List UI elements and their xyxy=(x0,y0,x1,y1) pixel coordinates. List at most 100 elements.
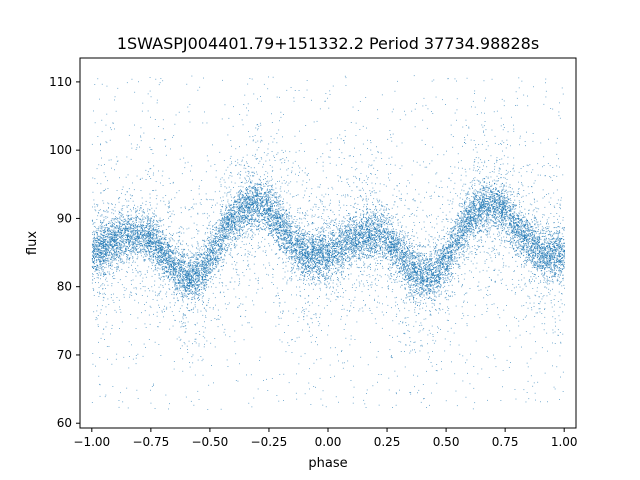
data-point xyxy=(330,257,332,259)
data-point xyxy=(523,246,525,247)
data-point xyxy=(149,233,151,235)
data-point xyxy=(346,242,347,244)
data-point xyxy=(114,242,116,243)
data-point xyxy=(182,281,184,283)
data-point xyxy=(136,210,138,212)
data-point xyxy=(187,272,189,274)
data-point xyxy=(438,259,440,261)
data-point xyxy=(405,279,407,281)
data-point xyxy=(315,250,316,252)
data-point xyxy=(413,255,414,256)
data-point xyxy=(222,227,224,229)
data-point xyxy=(544,278,546,280)
data-point xyxy=(471,203,473,204)
data-point xyxy=(450,218,452,220)
data-point xyxy=(556,230,558,232)
data-point xyxy=(370,248,372,250)
data-point xyxy=(537,266,538,267)
data-point xyxy=(93,226,95,227)
data-point xyxy=(455,221,457,223)
data-point xyxy=(353,217,354,218)
data-point xyxy=(163,258,165,260)
data-point xyxy=(362,211,364,213)
data-point xyxy=(313,271,315,272)
data-point xyxy=(325,260,327,261)
data-point xyxy=(404,268,406,270)
data-point xyxy=(136,209,138,211)
data-point xyxy=(549,263,551,265)
data-point xyxy=(286,229,287,231)
data-point xyxy=(531,235,533,236)
data-point xyxy=(144,239,146,241)
data-point xyxy=(473,219,475,220)
data-point xyxy=(109,242,111,244)
data-point xyxy=(367,249,369,251)
data-point xyxy=(424,253,426,255)
data-point xyxy=(373,242,375,244)
data-point xyxy=(198,263,200,265)
data-point xyxy=(101,226,103,228)
data-point xyxy=(428,284,430,286)
data-point xyxy=(299,259,301,261)
data-point xyxy=(283,238,284,240)
data-point xyxy=(490,219,492,221)
data-point xyxy=(148,238,150,240)
data-point xyxy=(242,186,244,188)
data-point xyxy=(537,245,539,247)
data-point xyxy=(451,244,453,246)
data-point xyxy=(520,226,522,227)
data-point xyxy=(537,250,539,252)
data-point xyxy=(381,214,383,216)
data-point xyxy=(464,213,465,215)
data-point xyxy=(470,208,472,210)
data-point xyxy=(520,235,522,237)
data-point xyxy=(556,227,558,229)
data-point xyxy=(443,280,445,282)
data-point xyxy=(556,265,558,267)
data-point xyxy=(141,197,143,199)
data-point xyxy=(159,255,160,256)
data-point xyxy=(420,276,422,278)
data-point xyxy=(423,274,425,275)
data-point xyxy=(535,274,536,276)
data-point xyxy=(428,265,430,267)
data-point xyxy=(275,216,277,218)
data-point xyxy=(346,252,347,254)
data-point xyxy=(270,214,272,216)
data-point xyxy=(210,242,211,244)
data-point xyxy=(396,246,398,248)
data-point xyxy=(514,230,516,232)
data-point xyxy=(103,250,104,252)
data-point xyxy=(230,223,232,225)
data-point xyxy=(302,272,304,274)
data-point xyxy=(205,245,207,247)
data-point xyxy=(462,232,464,234)
data-point xyxy=(336,279,338,281)
data-point xyxy=(130,250,132,252)
data-point xyxy=(456,225,458,227)
data-point xyxy=(562,236,564,237)
data-point xyxy=(239,191,241,193)
data-point xyxy=(109,242,111,244)
data-point xyxy=(543,256,545,258)
data-point xyxy=(194,292,196,294)
data-point xyxy=(462,225,464,227)
data-point xyxy=(510,198,511,200)
data-point xyxy=(469,234,471,236)
data-point xyxy=(330,244,332,245)
data-point xyxy=(531,252,533,254)
data-point xyxy=(151,248,153,250)
data-point xyxy=(111,238,113,240)
data-point xyxy=(353,254,355,256)
data-point xyxy=(511,238,513,240)
data-point xyxy=(545,257,547,259)
data-point xyxy=(179,242,181,244)
data-point xyxy=(479,203,481,205)
data-point xyxy=(357,236,359,238)
data-point xyxy=(248,204,250,206)
data-point xyxy=(321,248,323,250)
data-point xyxy=(388,221,389,223)
data-point xyxy=(391,253,393,255)
data-point xyxy=(302,249,304,250)
data-point xyxy=(418,282,420,284)
